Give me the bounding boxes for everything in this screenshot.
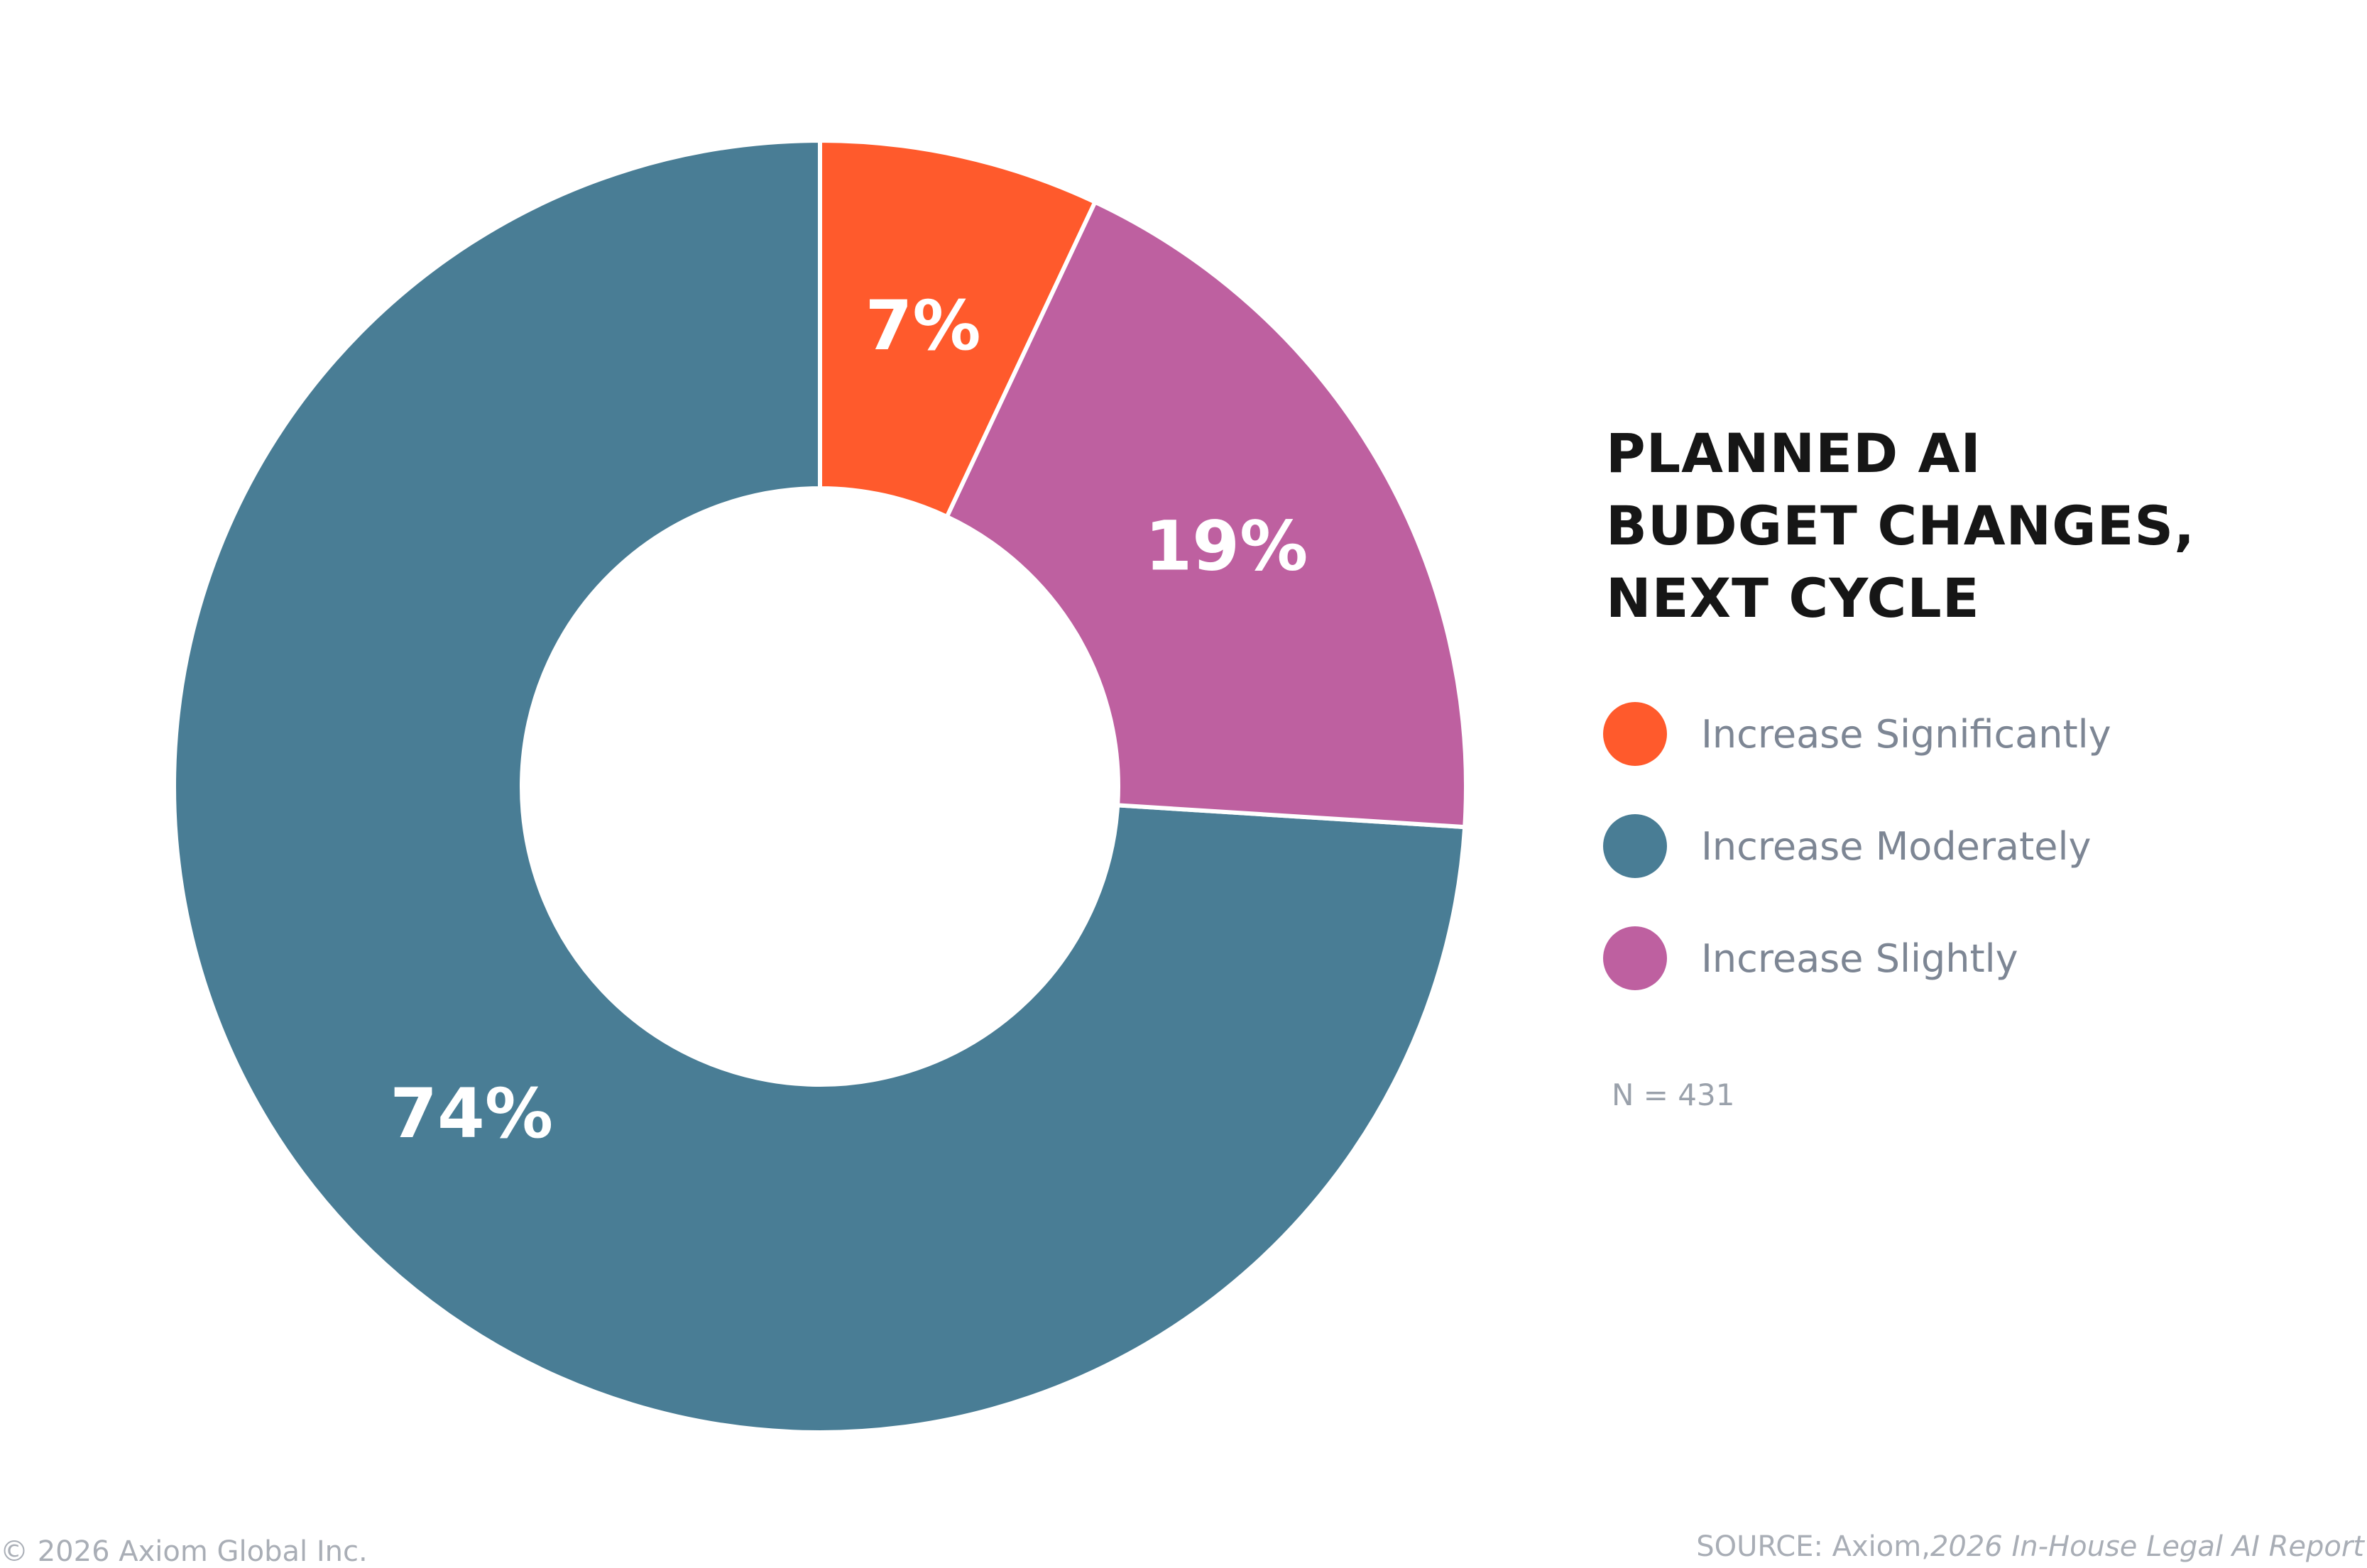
legend-item-increase-significantly: Increase Significantly [1603, 701, 2111, 767]
source-citation: SOURCE: Axiom,2026 In-House Legal AI Rep… [1696, 1530, 2364, 1563]
source-prefix: SOURCE: Axiom, [1696, 1530, 1930, 1563]
donut-slice-increase-significantly [818, 138, 1098, 519]
legend-label-increase-slightly: Increase Slightly [1701, 936, 2018, 981]
legend-label-increase-moderately: Increase Moderately [1701, 823, 2092, 869]
slice-label-increase-moderately: 74% [390, 1074, 553, 1153]
legend-swatch-increase-slightly [1603, 926, 1667, 990]
chart-title-line-3: NEXT CYCLE [1606, 566, 1980, 630]
donut-slice-increase-slightly [944, 199, 1468, 830]
donut-slice-increase-moderately [171, 138, 1467, 1435]
slice-label-increase-significantly: 7% [865, 286, 981, 366]
chart-title: PLANNED AI BUDGET CHANGES, NEXT CYCLE [1606, 417, 2302, 635]
copyright-text: © 2026 Axiom Global Inc. [0, 1535, 368, 1568]
chart-title-line-2: BUDGET CHANGES, [1606, 494, 2196, 557]
legend-swatch-increase-significantly [1603, 702, 1667, 766]
legend-label-increase-significantly: Increase Significantly [1701, 711, 2111, 757]
slice-label-increase-slightly: 19% [1145, 506, 1308, 586]
legend-item-increase-slightly: Increase Slightly [1603, 926, 2111, 991]
chart-legend: Increase Significantly Increase Moderate… [1603, 701, 2111, 1038]
legend-swatch-increase-moderately [1603, 814, 1667, 878]
source-report-title: 2026 In-House Legal AI Report [1930, 1530, 2364, 1563]
legend-item-increase-moderately: Increase Moderately [1603, 813, 2111, 879]
chart-title-line-1: PLANNED AI [1606, 422, 1981, 485]
sample-size-note: N = 431 [1612, 1078, 1735, 1112]
